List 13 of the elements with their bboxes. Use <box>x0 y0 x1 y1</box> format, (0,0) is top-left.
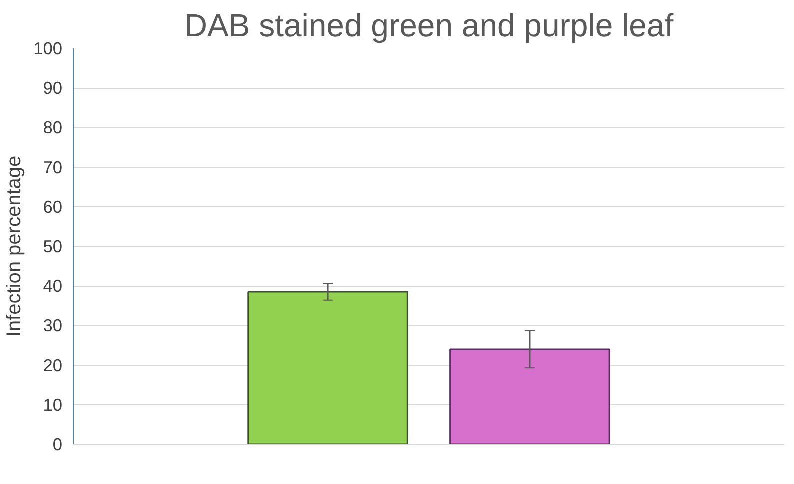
y-tick-label: 70 <box>43 157 63 178</box>
y-tick-label: 0 <box>52 434 63 454</box>
y-tick-label: 10 <box>43 394 63 415</box>
y-tick-label: 20 <box>43 355 63 376</box>
y-tick-label: 80 <box>43 118 63 138</box>
y-tick-label: 90 <box>43 78 63 98</box>
y-tick-label: 40 <box>43 276 63 296</box>
y-tick-label: 60 <box>43 196 63 217</box>
y-axis-title: Infection percentage <box>4 156 26 338</box>
y-tick-label: 30 <box>43 316 63 336</box>
y-tick-label: 100 <box>34 38 63 58</box>
y-tick-label: 50 <box>43 236 63 256</box>
chart-title: DAB stained green and purple leaf <box>184 8 674 44</box>
